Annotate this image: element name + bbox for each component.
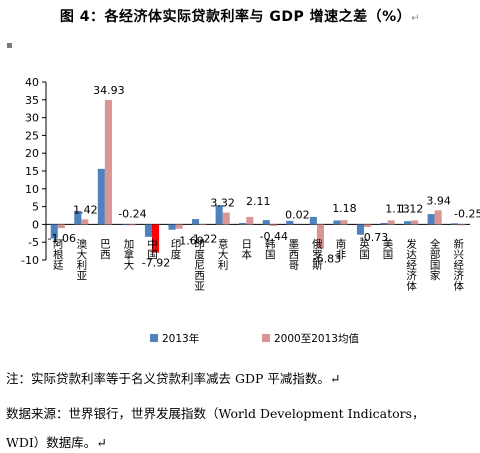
chart-legend: 2013年 2000至2013均值	[150, 332, 359, 345]
bar-series1	[356, 224, 364, 235]
y-tick-label: 20	[25, 147, 39, 160]
x-tick-label: 澳大利亚	[75, 238, 87, 281]
chart-data-labels: -1.06 1.42 34.93 -0.24 -7.92 -1.69-1.22 3.32 2.…	[48, 84, 480, 270]
data-label: -1.22	[189, 233, 217, 246]
y-tick-label: 5	[32, 201, 39, 214]
bar-series2	[316, 224, 324, 249]
x-tick-label: 加拿大	[122, 238, 134, 270]
legend-label: 2000至2013均值	[274, 332, 359, 345]
x-tick-label: 韩国	[264, 238, 276, 261]
legend-swatch	[262, 334, 270, 342]
data-label: -6.83	[313, 253, 341, 266]
bar-series2	[458, 224, 466, 226]
x-tick-label: 美国	[382, 238, 394, 261]
paragraph-mark: ↵	[411, 13, 421, 24]
bar-series2	[387, 220, 395, 225]
legend-label: 2013年	[162, 332, 199, 345]
y-tick-label: -5	[28, 236, 39, 249]
chart-bars	[50, 100, 466, 253]
bar-series2	[199, 224, 207, 225]
footnote: 注：实际贷款利率等于名义贷款利率减去 GDP 平减指数。↵	[6, 371, 341, 386]
bar-series1	[168, 224, 176, 230]
bar-series1	[121, 224, 129, 226]
y-tick-label: 25	[25, 129, 39, 142]
data-label: 3.32	[210, 197, 235, 210]
bar-series1	[286, 220, 294, 225]
bar-chart: -10 -5 0 5 10 15 20 25 30 35 40 -1.06 1.42 34.93 -0.2…	[21, 76, 480, 345]
bar-series1	[97, 168, 105, 225]
chart-axes: -10 -5 0 5 10 15 20 25 30 35 40	[21, 76, 470, 267]
x-tick-label: 巴西	[99, 238, 111, 259]
legend-swatch	[150, 334, 158, 342]
data-label: -0.25	[454, 207, 480, 220]
x-tick-label: 意大利	[217, 238, 229, 270]
bar-series2	[81, 219, 89, 225]
data-label: -0.24	[118, 207, 146, 220]
data-label: -0.73	[360, 231, 388, 244]
x-tick-label: 南非	[334, 238, 346, 261]
data-source-cont: WDI）数据库。↵	[6, 435, 107, 450]
data-label: 0.02	[285, 208, 310, 221]
bar-series2	[222, 212, 230, 225]
bar-series1	[427, 214, 435, 225]
bar-series1	[333, 220, 341, 225]
bar-series2	[104, 100, 112, 225]
data-label: 34.93	[93, 84, 125, 97]
bar-series1	[380, 222, 388, 225]
bar-series1	[262, 220, 270, 225]
data-label: -1.69	[175, 234, 203, 247]
y-tick-label: 0	[32, 218, 39, 231]
y-tick-label: 40	[25, 76, 39, 89]
x-tick-label: 印度尼西亚	[193, 238, 205, 291]
x-tick-label: 阿根廷	[52, 238, 64, 270]
bar-series2	[57, 224, 65, 229]
x-tick-label: 日本	[240, 238, 252, 260]
bar-series2	[411, 220, 419, 225]
data-label: 3.94	[426, 194, 451, 207]
bar-series1	[215, 205, 223, 225]
bar-series2	[340, 220, 348, 225]
x-tick-label: 英国	[358, 238, 370, 261]
bar-series2	[364, 224, 372, 227]
x-tick-label: 俄罗斯	[311, 238, 323, 270]
x-tick-label: 墨西哥	[287, 238, 299, 270]
y-tick-label: 10	[25, 183, 39, 196]
data-label: 2.11	[246, 195, 271, 208]
stray-mark: ▪	[6, 40, 13, 51]
bar-series1	[451, 223, 459, 225]
bar-series2	[175, 224, 183, 229]
data-label: 1.13	[385, 202, 410, 215]
y-tick-label: 35	[25, 94, 39, 107]
bar-series1	[50, 224, 58, 239]
x-tick-label: 发达经济体	[405, 238, 417, 292]
bar-series2	[246, 216, 254, 225]
bar-series1	[404, 221, 412, 225]
bar-series2	[434, 210, 442, 225]
chart-category-labels: 阿根廷 澳大利亚 巴西 加拿大 中国 印度 印度尼西亚 意大利 日本 韩国 墨西哥 俄罗斯 南非 英国 美国…	[52, 238, 464, 292]
data-source: 数据来源：世界银行，世界发展指数（World Development Indic…	[6, 406, 425, 421]
chart-title: 图 4：各经济体实际贷款利率与 GDP 增速之差（%）↵	[59, 9, 421, 25]
bar-series1	[192, 219, 200, 225]
data-label: -1.06	[48, 232, 76, 245]
bar-series2	[128, 224, 136, 226]
bar-series1	[239, 222, 247, 225]
data-label: 1.42	[73, 203, 98, 216]
y-tick-label: -10	[21, 254, 39, 267]
bar-series1	[309, 216, 317, 225]
y-tick-label: 30	[25, 112, 39, 125]
data-label: -7.92	[142, 257, 170, 270]
bar-series1	[144, 224, 152, 237]
bar-series2	[269, 224, 277, 226]
x-tick-label: 全部国家	[429, 238, 441, 281]
x-tick-label: 中国	[146, 238, 158, 261]
data-label: 1.18	[332, 202, 357, 215]
data-label: -0.44	[260, 230, 288, 243]
bar-series2	[152, 224, 160, 253]
data-label: 1.12	[399, 202, 424, 215]
bar-series1	[74, 210, 82, 225]
y-tick-label: 15	[25, 165, 39, 178]
x-tick-label: 印度	[170, 238, 182, 260]
x-tick-label: 新兴经济体	[452, 238, 464, 292]
